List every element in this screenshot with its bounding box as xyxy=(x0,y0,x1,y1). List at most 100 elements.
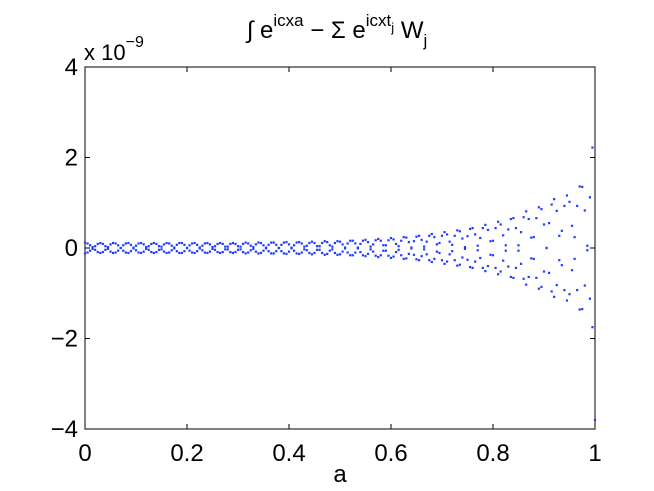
data-point xyxy=(326,252,329,255)
data-point xyxy=(514,266,518,270)
data-point xyxy=(507,265,510,268)
data-point xyxy=(242,242,245,246)
data-points xyxy=(83,146,597,422)
data-point xyxy=(259,241,263,245)
data-point xyxy=(548,222,551,225)
data-point xyxy=(147,248,150,251)
data-point xyxy=(175,250,178,253)
data-point xyxy=(425,253,428,256)
data-point xyxy=(157,248,161,251)
data-point xyxy=(468,227,472,231)
data-point xyxy=(109,250,112,253)
data-point xyxy=(389,236,393,240)
data-point xyxy=(267,250,270,253)
data-point xyxy=(282,241,285,244)
data-point xyxy=(405,236,408,239)
data-point xyxy=(162,243,166,246)
data-point xyxy=(588,196,591,199)
data-point xyxy=(114,251,117,254)
x-axis-label: a xyxy=(333,461,347,488)
data-point xyxy=(272,241,275,244)
data-point xyxy=(129,243,132,246)
data-point xyxy=(540,285,543,289)
title-subscript-2: j xyxy=(390,20,394,35)
data-point xyxy=(351,254,354,257)
data-point xyxy=(578,308,581,311)
data-point xyxy=(563,204,566,208)
data-point xyxy=(395,250,398,254)
data-point xyxy=(157,245,161,248)
data-point xyxy=(91,247,94,251)
data-point xyxy=(124,242,127,245)
data-point xyxy=(150,242,153,246)
data-point xyxy=(351,239,354,242)
data-point xyxy=(267,243,270,246)
y-tick-label: −4 xyxy=(51,416,78,443)
data-point xyxy=(303,245,306,248)
data-point xyxy=(379,239,382,242)
data-point xyxy=(140,251,143,255)
data-point xyxy=(412,240,416,243)
data-point xyxy=(229,250,232,254)
data-point xyxy=(489,240,492,243)
data-point xyxy=(349,239,352,242)
data-point xyxy=(308,241,311,245)
data-point xyxy=(542,223,546,226)
data-point xyxy=(295,252,298,255)
data-point xyxy=(377,237,380,241)
data-point xyxy=(142,243,145,246)
data-point xyxy=(384,244,387,247)
data-point xyxy=(392,238,395,241)
data-point xyxy=(430,260,433,264)
data-point xyxy=(168,251,171,254)
data-point xyxy=(147,245,150,248)
data-point xyxy=(540,207,543,211)
data-point xyxy=(185,246,189,250)
data-point xyxy=(221,250,224,254)
data-point xyxy=(91,245,94,249)
title-integral: ∫ e xyxy=(245,17,274,44)
title-w: W xyxy=(394,17,424,44)
data-point xyxy=(94,245,97,248)
data-point xyxy=(285,252,288,255)
data-point xyxy=(463,247,467,251)
data-point xyxy=(497,273,500,276)
data-point xyxy=(481,226,484,230)
data-point xyxy=(300,251,303,254)
data-point xyxy=(486,265,489,268)
data-point xyxy=(558,259,561,262)
data-point xyxy=(310,253,314,256)
data-point xyxy=(188,244,191,247)
data-point xyxy=(588,297,591,300)
data-point xyxy=(216,242,219,246)
data-point xyxy=(124,251,127,254)
data-point xyxy=(476,244,479,247)
data-point xyxy=(303,248,306,251)
data-point xyxy=(530,236,533,239)
data-point xyxy=(497,220,500,223)
data-point xyxy=(272,252,275,255)
data-point xyxy=(466,258,469,261)
data-point xyxy=(331,245,334,248)
data-point xyxy=(119,246,122,250)
data-point xyxy=(346,242,349,245)
data-point xyxy=(183,250,186,253)
data-point xyxy=(555,209,558,212)
data-point xyxy=(137,251,140,254)
data-point xyxy=(382,249,385,252)
data-point xyxy=(293,244,296,247)
data-point xyxy=(122,244,125,247)
data-point xyxy=(249,249,252,252)
data-point xyxy=(361,239,365,242)
data-point xyxy=(474,260,477,263)
data-point xyxy=(226,248,229,251)
data-point xyxy=(101,242,104,246)
data-point xyxy=(550,290,553,293)
data-point xyxy=(244,241,247,244)
data-point xyxy=(522,216,525,219)
data-point xyxy=(593,418,597,422)
data-point xyxy=(293,249,296,252)
data-point xyxy=(463,245,467,249)
data-point xyxy=(512,276,515,279)
